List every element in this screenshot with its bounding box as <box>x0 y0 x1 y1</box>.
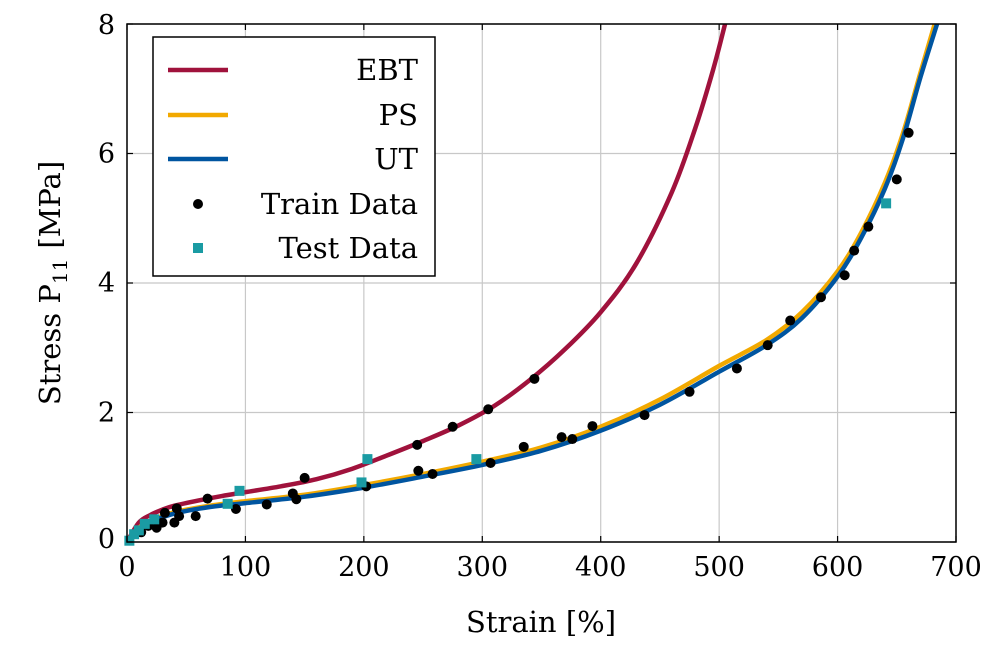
train-data-point <box>684 386 695 397</box>
x-tick-label: 300 <box>457 552 509 583</box>
test-data-point <box>124 535 135 546</box>
train-data-point <box>849 245 860 256</box>
train-data-point <box>299 472 310 483</box>
data-markers <box>124 127 914 546</box>
train-data-point <box>171 503 182 514</box>
train-data-point <box>190 511 201 522</box>
model-curves <box>127 24 940 542</box>
y-tick-label: 6 <box>98 139 115 170</box>
x-axis-label: Strain [%] <box>466 605 616 639</box>
train-data-point <box>903 127 914 138</box>
y-tick-label: 2 <box>98 398 115 429</box>
train-data-point <box>518 441 529 452</box>
x-tick-label: 600 <box>812 552 864 583</box>
test-data-point <box>471 454 482 465</box>
legend-label-ut: UT <box>374 142 418 176</box>
train-data-point <box>731 363 742 374</box>
axis-ticks: 0 100 200 300 400 500 600 700 0 2 4 6 8 <box>98 10 982 583</box>
test-data-point <box>222 498 233 509</box>
legend: EBT PS UT Train Data Test Data <box>152 36 436 277</box>
train-data-point <box>157 517 168 528</box>
x-tick-label: 700 <box>930 552 982 583</box>
x-tick-label: 500 <box>693 552 745 583</box>
train-data-point <box>413 465 424 476</box>
legend-label-train: Train Data <box>261 187 418 221</box>
y-tick-label: 8 <box>98 10 115 41</box>
train-data-point <box>291 494 302 505</box>
y-axis-label: Stress P <box>33 284 67 405</box>
train-data-point <box>202 493 213 504</box>
train-data-point <box>587 421 598 432</box>
train-data-point <box>863 221 874 232</box>
svg-text:Stress P11[MPa]: Stress P11 [MPa] <box>33 161 72 405</box>
train-data-point <box>567 434 578 445</box>
train-data-point <box>815 292 826 303</box>
test-data-point <box>356 477 367 488</box>
test-data-point <box>234 485 245 496</box>
train-data-point <box>447 421 458 432</box>
x-tick-label: 0 <box>118 552 135 583</box>
train-data-point <box>785 315 796 326</box>
train-data-point <box>159 507 170 518</box>
train-data-point <box>261 499 272 510</box>
series-line-ebt <box>127 24 728 542</box>
train-data-point <box>839 270 850 281</box>
legend-box <box>152 36 436 277</box>
train-data-point <box>556 432 567 443</box>
test-data-point <box>362 454 373 465</box>
y-axis-label-group: Stress P11 [MPa] <box>33 161 72 405</box>
legend-label-ebt: EBT <box>356 53 418 87</box>
x-tick-label: 100 <box>220 552 272 583</box>
y-tick-label: 0 <box>98 524 115 555</box>
x-tick-label: 200 <box>338 552 390 583</box>
y-axis-label-subscript: 11 <box>48 259 72 284</box>
train-data-point <box>174 511 185 522</box>
series-line-ut <box>127 24 940 542</box>
legend-label-ps: PS <box>379 98 418 132</box>
train-data-point <box>529 373 540 384</box>
train-data-point <box>230 503 241 514</box>
train-data-point <box>483 404 494 415</box>
legend-marker-test <box>193 243 203 253</box>
legend-marker-train <box>193 199 203 209</box>
y-axis-label-unit: [MPa] <box>33 161 67 249</box>
test-data-point <box>149 514 160 525</box>
y-tick-label: 4 <box>98 268 115 299</box>
train-data-point <box>485 458 496 469</box>
legend-label-test: Test Data <box>279 231 419 265</box>
train-data-point <box>412 439 423 450</box>
train-data-point <box>427 469 438 480</box>
train-data-point <box>762 340 773 351</box>
test-data-point <box>133 525 144 536</box>
test-data-point <box>139 518 150 529</box>
train-data-point <box>639 410 650 421</box>
train-data-point <box>891 174 902 185</box>
test-data-point <box>881 198 892 209</box>
x-tick-label: 400 <box>575 552 627 583</box>
